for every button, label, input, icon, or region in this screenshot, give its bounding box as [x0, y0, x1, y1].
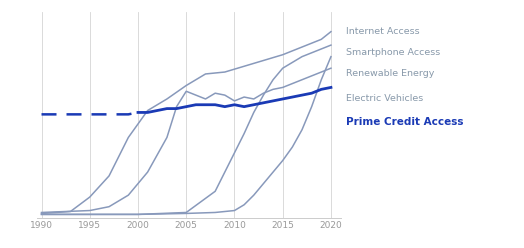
Text: Smartphone Access: Smartphone Access: [346, 48, 440, 57]
Text: Renewable Energy: Renewable Energy: [346, 69, 434, 78]
Text: Internet Access: Internet Access: [346, 27, 420, 36]
Text: Prime Credit Access: Prime Credit Access: [346, 117, 463, 127]
Text: Electric Vehicles: Electric Vehicles: [346, 94, 423, 103]
